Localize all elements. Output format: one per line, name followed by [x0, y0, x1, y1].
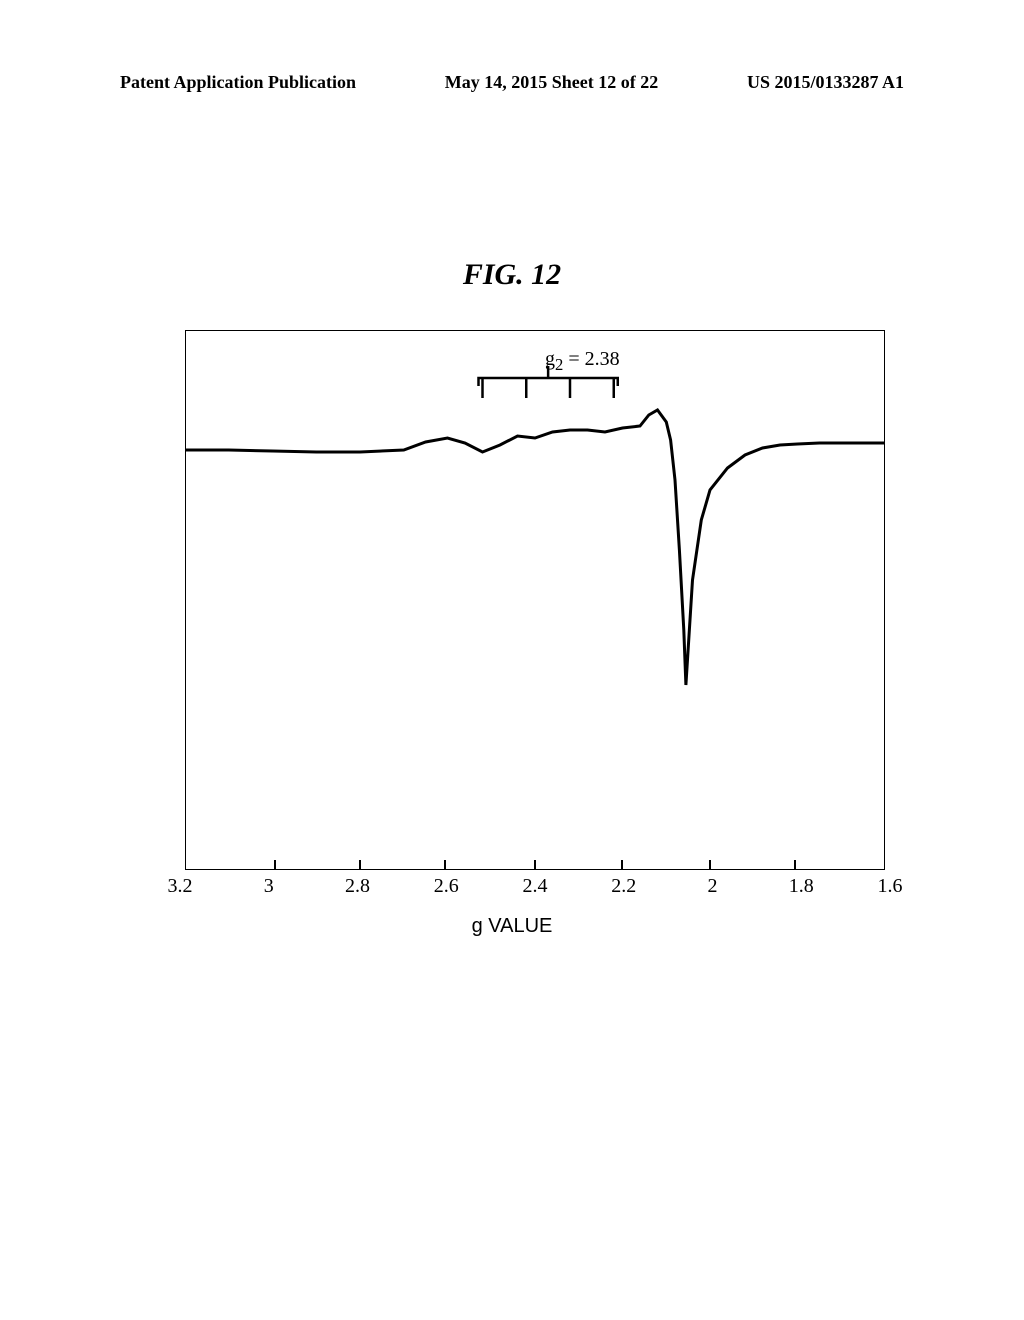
x-tick-7: 1.8 [781, 875, 821, 905]
header-right: US 2015/0133287 A1 [747, 72, 904, 93]
header-center: May 14, 2015 Sheet 12 of 22 [445, 72, 658, 93]
chart-svg [185, 330, 885, 870]
x-tick-1: 3 [249, 875, 289, 905]
x-tick-0: 3.2 [160, 875, 200, 905]
figure-title: FIG. 12 [0, 258, 1024, 292]
x-tick-6: 2 [693, 875, 733, 905]
epr-chart [185, 330, 885, 870]
x-tick-marks [185, 860, 885, 870]
x-tick-2: 2.8 [338, 875, 378, 905]
spectrum-line [185, 410, 885, 685]
header-left: Patent Application Publication [120, 72, 356, 93]
page-header: Patent Application Publication May 14, 2… [0, 72, 1024, 93]
x-tick-3: 2.6 [426, 875, 466, 905]
x-axis-label: g VALUE [0, 915, 1024, 938]
chart-frame [185, 330, 885, 870]
x-axis-ticks: 3.2 3 2.8 2.6 2.4 2.2 2 1.8 1.6 [160, 875, 910, 905]
x-tick-5: 2.2 [604, 875, 644, 905]
x-tick-8: 1.6 [870, 875, 910, 905]
x-tick-4: 2.4 [515, 875, 555, 905]
g2-annotation: g2 = 2.38 [545, 348, 620, 375]
